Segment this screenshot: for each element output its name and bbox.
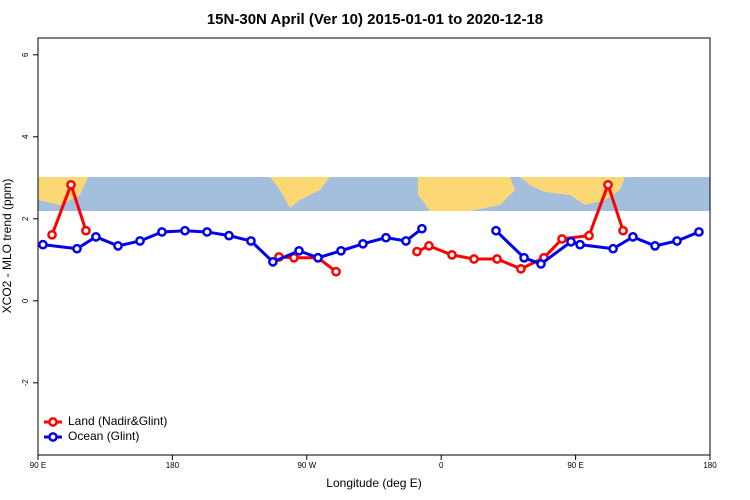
point — [66, 179, 76, 190]
point — [417, 223, 427, 234]
legend-label: Land (Nadir&Glint) — [68, 414, 167, 428]
point — [202, 227, 212, 237]
map-band — [38, 177, 710, 211]
y-tick-label: 4 — [21, 134, 30, 139]
point — [113, 241, 123, 251]
point — [246, 236, 256, 246]
point — [492, 254, 502, 264]
point — [135, 236, 145, 246]
point — [180, 225, 190, 236]
point — [519, 252, 529, 263]
point — [650, 241, 660, 251]
point — [401, 236, 411, 246]
x-tick-label: 90 W — [297, 461, 316, 470]
point — [268, 257, 278, 267]
point — [491, 225, 501, 236]
point — [628, 232, 638, 242]
y-tick-label: 0 — [21, 298, 30, 303]
point — [91, 232, 101, 242]
point — [358, 238, 368, 249]
point — [618, 225, 628, 236]
legend-marker — [48, 432, 58, 442]
point — [536, 259, 546, 269]
y-axis-label: XCO2 - MLO trend (ppm) — [0, 179, 14, 314]
y-tick-label: 6 — [21, 52, 30, 57]
x-tick-label: 90 E — [30, 461, 46, 470]
point — [557, 234, 567, 244]
legend-label: Ocean (Glint) — [68, 429, 139, 443]
legend-marker — [48, 417, 58, 427]
x-tick-label: 180 — [703, 461, 717, 470]
point — [81, 225, 91, 236]
y-tick-label: -2 — [21, 379, 30, 387]
x-tick-label: 0 — [439, 461, 444, 470]
point — [294, 245, 304, 256]
point — [603, 179, 613, 190]
point — [313, 252, 323, 263]
y-tick-label: 2 — [21, 216, 30, 221]
x-axis-label: Longitude (deg E) — [326, 476, 421, 490]
point — [424, 241, 434, 251]
point — [336, 245, 346, 256]
point — [694, 227, 704, 237]
point — [566, 236, 576, 247]
point — [412, 246, 422, 257]
chart-title: 15N-30N April (Ver 10) 2015-01-01 to 202… — [207, 11, 543, 28]
point — [672, 236, 682, 246]
point — [381, 232, 391, 243]
point — [331, 266, 341, 277]
x-tick-label: 90 E — [567, 461, 583, 470]
series-line — [278, 255, 337, 273]
point — [447, 250, 457, 260]
point — [575, 239, 585, 250]
point — [608, 243, 618, 254]
plot-frame — [37, 37, 711, 456]
point — [469, 254, 479, 264]
point — [157, 227, 167, 237]
point — [584, 230, 594, 241]
point — [72, 243, 82, 254]
x-tick-label: 180 — [166, 461, 180, 470]
point — [516, 263, 526, 274]
series-line — [494, 229, 700, 266]
point — [224, 230, 234, 241]
point — [38, 239, 48, 250]
point — [47, 229, 57, 240]
